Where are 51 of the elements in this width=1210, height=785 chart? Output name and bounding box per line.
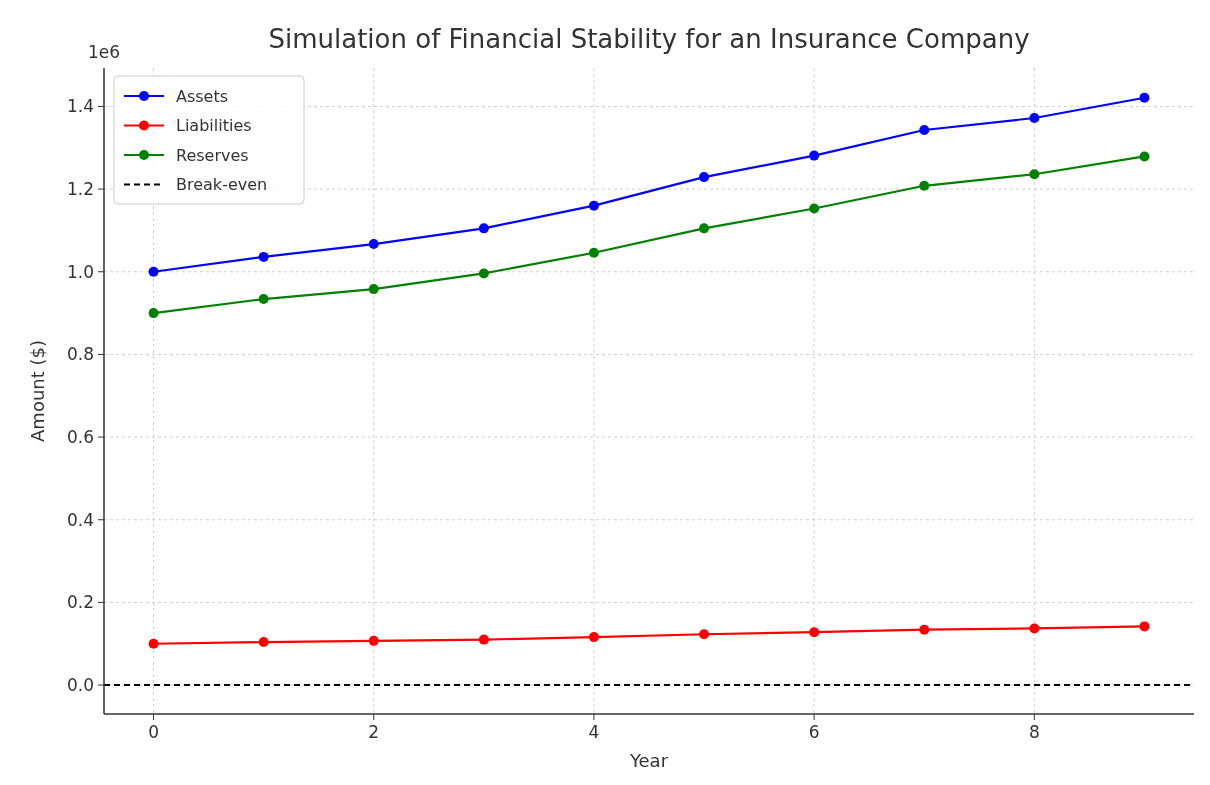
y-tick-label: 1.2	[66, 179, 94, 200]
point	[919, 624, 930, 635]
point	[478, 268, 489, 279]
point	[368, 635, 379, 646]
point	[478, 634, 489, 645]
legend-label: Liabilities	[176, 116, 252, 136]
point	[809, 150, 820, 161]
point	[1029, 623, 1040, 634]
y-tick-label: 0.0	[66, 675, 94, 696]
point	[368, 284, 379, 295]
point	[588, 247, 599, 258]
point	[1139, 92, 1150, 103]
point	[588, 200, 599, 211]
point	[258, 294, 269, 305]
x-tick-label: 6	[808, 722, 820, 742]
point	[1139, 151, 1150, 162]
point	[1029, 169, 1040, 180]
point	[478, 223, 489, 234]
point	[699, 629, 710, 640]
point	[809, 203, 820, 214]
point	[258, 637, 269, 648]
point	[699, 223, 710, 234]
y-tick-label: 0.6	[66, 427, 94, 448]
point	[148, 266, 159, 277]
y-tick-label: 0.8	[66, 344, 94, 365]
point	[699, 172, 710, 183]
point	[368, 239, 379, 250]
x-axis-title: Year	[628, 750, 669, 771]
text: 1e6	[87, 42, 121, 62]
legend-label: Break-even	[176, 175, 268, 195]
point	[148, 308, 159, 319]
point	[1139, 621, 1150, 632]
point	[919, 125, 930, 135]
legend-label: Reserves	[176, 145, 249, 165]
point	[1029, 113, 1040, 124]
x-tick-label: 2	[368, 722, 380, 742]
x-tick-label: 0	[148, 722, 159, 742]
y-tick-label: 1.4	[66, 96, 94, 117]
point	[148, 638, 159, 649]
point	[919, 180, 930, 191]
x-tick-label: 4	[588, 722, 600, 742]
point	[809, 627, 820, 638]
y-tick-label: 1.0	[66, 261, 94, 282]
chart-title: Simulation of Financial Stability for an Insurance Company	[268, 24, 1030, 54]
legend-label: Assets	[176, 86, 229, 106]
point	[258, 251, 269, 262]
y-tick-label: 0.2	[66, 592, 94, 613]
x-tick-label: 8	[1028, 722, 1040, 742]
point	[588, 632, 599, 643]
y-axis-title: Amount ($)	[27, 340, 48, 442]
y-tick-label: 0.4	[66, 509, 94, 530]
